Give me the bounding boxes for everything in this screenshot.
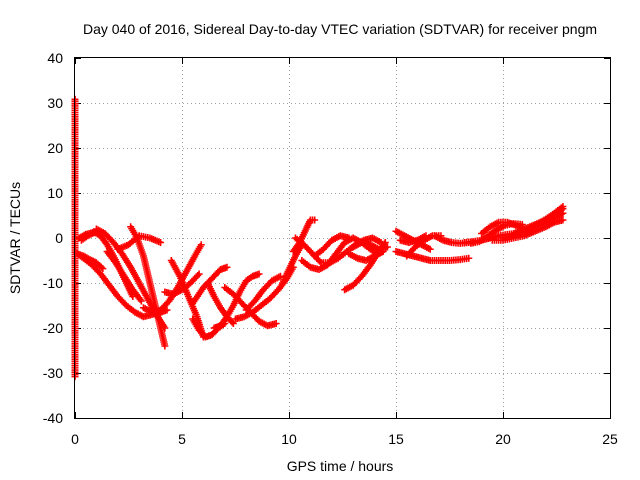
- series-arc-37: [520, 203, 567, 235]
- y-tick-label: -30: [43, 365, 63, 381]
- x-tick-label: 15: [388, 431, 404, 447]
- y-tick-label: 30: [47, 95, 63, 111]
- series-arc-10: [161, 270, 203, 298]
- x-tick-label: 5: [178, 431, 186, 447]
- data-point: [99, 265, 107, 273]
- data-point: [137, 297, 145, 305]
- x-tick-labels: 0 5 10 15 20 25: [71, 431, 618, 447]
- y-tick-label: 40: [47, 50, 63, 66]
- data-point: [345, 234, 353, 242]
- series-arc-09: [139, 241, 205, 316]
- data-point: [195, 270, 203, 278]
- series-arc-33: [478, 218, 537, 237]
- series-arc-02: [73, 250, 107, 273]
- series-arc-07: [114, 232, 165, 253]
- series-arc-25: [349, 239, 391, 253]
- data-point: [426, 245, 434, 253]
- data-points: [71, 95, 567, 381]
- y-tick-label: -20: [43, 320, 63, 336]
- data-point: [255, 270, 263, 278]
- series-arc-13: [210, 270, 263, 332]
- series-arc-26: [392, 248, 473, 264]
- data-point: [161, 342, 169, 350]
- chart-title: Day 040 of 2016, Sidereal Day-to-day VTE…: [83, 21, 597, 37]
- y-tick-label: -40: [43, 410, 63, 426]
- series-arc-22: [311, 232, 353, 260]
- data-point: [311, 216, 319, 224]
- data-point: [276, 272, 284, 280]
- x-tick-label: 0: [71, 431, 79, 447]
- x-tick-label: 20: [495, 431, 511, 447]
- series-arc-17: [242, 272, 284, 314]
- x-tick-label: 10: [281, 431, 297, 447]
- data-point: [383, 243, 391, 251]
- data-point: [163, 306, 171, 314]
- data-point: [229, 320, 237, 327]
- y-tick-label: 20: [47, 140, 63, 156]
- y-tick-label: -10: [43, 275, 63, 291]
- y-tick-label: 0: [55, 230, 63, 246]
- y-tick-labels: -40 -30 -20 -10 0 10 20 30 40: [43, 50, 63, 426]
- x-tick-label: 25: [602, 431, 618, 447]
- y-tick-label: 10: [47, 185, 63, 201]
- series-arc-18: [279, 241, 306, 287]
- data-point: [228, 318, 236, 326]
- data-point: [90, 229, 98, 237]
- data-point: [559, 203, 567, 210]
- data-point: [223, 263, 231, 271]
- data-point: [197, 241, 205, 249]
- series-arc-06: [103, 248, 145, 305]
- series-arc-38: [77, 229, 98, 244]
- data-point: [272, 320, 280, 327]
- series-arc-16: [189, 263, 231, 307]
- y-axis-label: SDTVAR / TECUs: [7, 182, 23, 294]
- plot-frame: [74, 57, 611, 419]
- data-point: [559, 216, 567, 224]
- series-arc-19: [289, 216, 319, 255]
- x-axis-label: GPS time / hours: [287, 458, 394, 474]
- data-point: [157, 239, 165, 246]
- data-point: [465, 254, 473, 262]
- data-point: [194, 272, 202, 279]
- data-point: [316, 257, 324, 265]
